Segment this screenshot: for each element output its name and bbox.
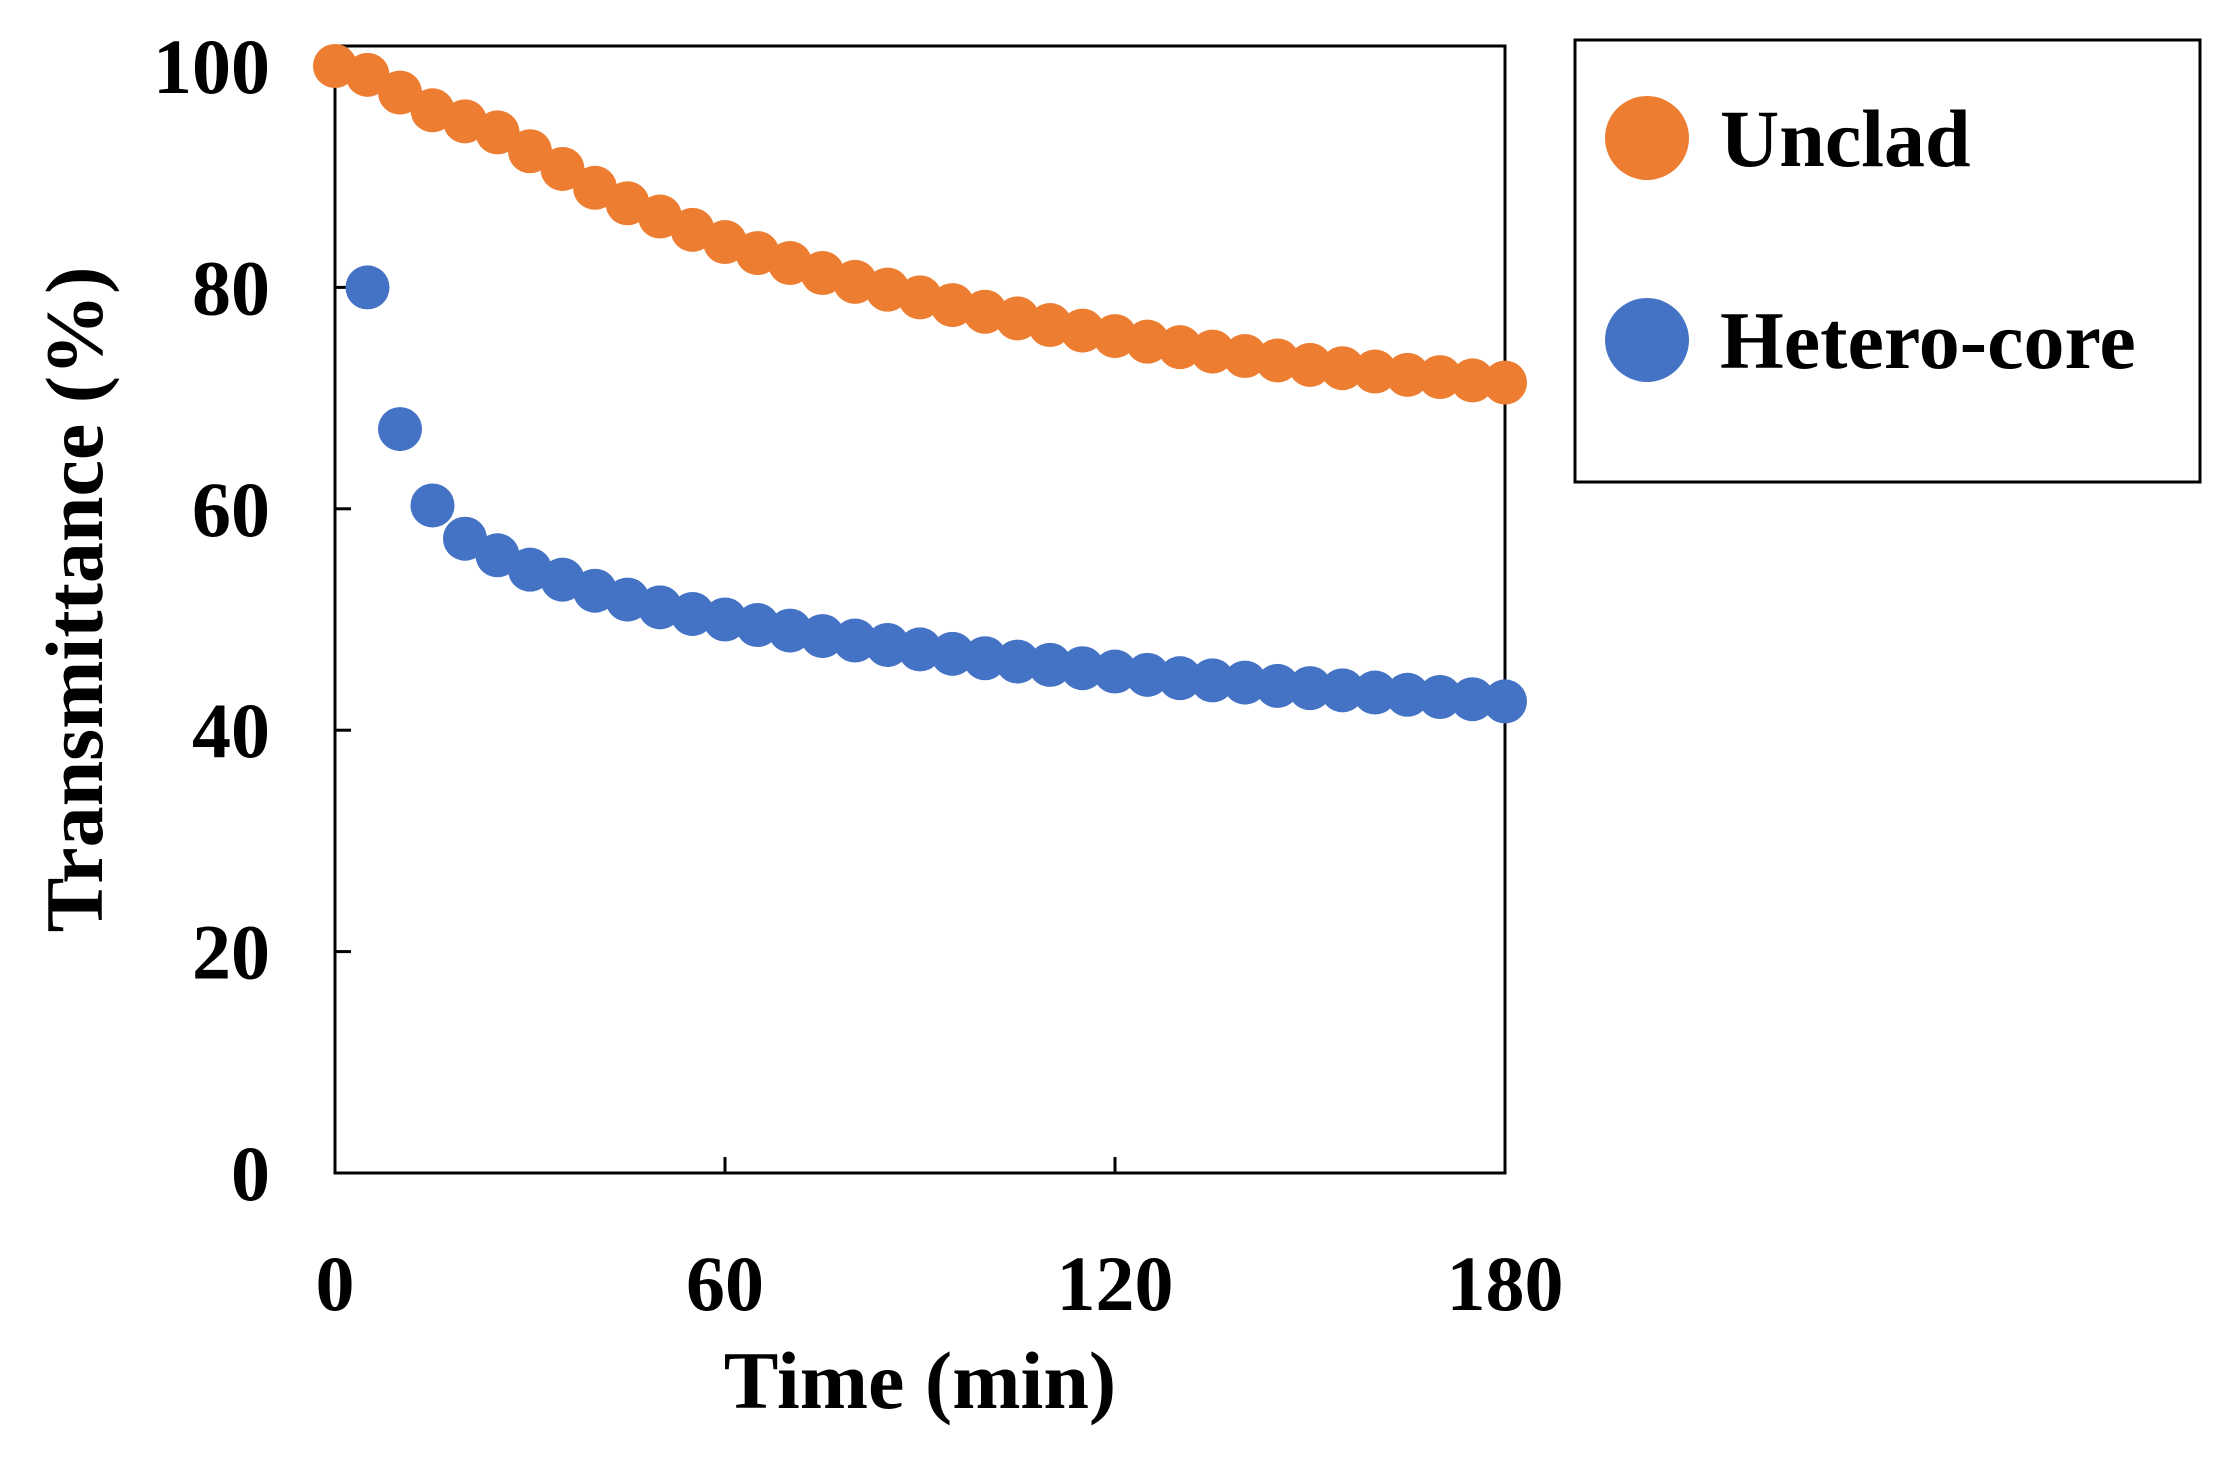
data-point — [1418, 355, 1462, 400]
data-point — [735, 603, 780, 648]
data-point — [670, 591, 715, 636]
data-point — [1125, 652, 1170, 697]
data-point — [833, 618, 877, 663]
data-point — [1353, 349, 1397, 394]
x-tick-label: 120 — [1057, 1240, 1174, 1327]
x-tick-label: 60 — [686, 1240, 764, 1327]
data-point — [1060, 308, 1105, 353]
data-point — [1125, 319, 1170, 364]
data-point — [768, 608, 812, 653]
legend-label: Hetero-core — [1720, 295, 2136, 386]
data-point — [800, 614, 845, 659]
data-point — [1190, 329, 1235, 374]
data-point — [1450, 358, 1495, 403]
data-point — [345, 265, 390, 310]
data-point — [898, 627, 942, 672]
data-point — [1450, 677, 1495, 722]
data-point — [540, 146, 585, 191]
y-axis: 0 20 40 60 80 100 — [153, 23, 351, 1217]
data-point — [1320, 668, 1365, 713]
data-point — [1353, 670, 1397, 715]
legend-marker — [1605, 96, 1689, 180]
y-tick-label: 20 — [192, 909, 270, 996]
data-point — [1255, 663, 1300, 708]
data-point — [1483, 679, 1527, 724]
data-point — [1158, 656, 1202, 701]
data-point — [1093, 649, 1137, 694]
x-axis: 0 60 120 180 — [316, 1157, 1564, 1327]
plot-area-frame — [333, 44, 1507, 1175]
data-point — [1418, 674, 1462, 719]
x-tick-label: 180 — [1447, 1240, 1564, 1327]
data-point — [1190, 658, 1235, 703]
y-tick-label: 100 — [153, 23, 270, 110]
y-tick-label: 40 — [192, 687, 270, 774]
data-point — [1320, 346, 1365, 391]
data-point — [1223, 660, 1267, 705]
data-point — [378, 70, 422, 115]
x-tick-label: 0 — [316, 1240, 355, 1327]
data-point — [475, 110, 520, 155]
data-point — [1093, 314, 1137, 359]
data-point — [1028, 303, 1072, 348]
data-point — [865, 622, 910, 667]
data-point — [1028, 642, 1072, 687]
data-point — [1385, 672, 1430, 717]
data-point — [930, 631, 975, 676]
data-point — [1288, 666, 1332, 711]
y-tick-label: 60 — [192, 466, 270, 553]
series-unclad — [313, 44, 1527, 405]
y-tick-label: 0 — [231, 1130, 270, 1217]
legend: Unclad Hetero-core — [1573, 38, 2202, 484]
data-point — [1288, 342, 1332, 387]
data-point — [1385, 352, 1430, 397]
data-point — [703, 597, 747, 642]
series-hetero-core — [345, 265, 1527, 724]
data-point — [443, 516, 487, 561]
data-point — [1060, 646, 1105, 691]
data-point — [1483, 360, 1527, 405]
x-axis-title: Time (min) — [724, 1335, 1117, 1426]
series-layer — [313, 44, 1527, 724]
data-point — [508, 129, 552, 174]
data-point — [345, 52, 390, 97]
data-point — [1158, 325, 1202, 370]
data-point — [378, 407, 422, 452]
y-tick-label: 80 — [192, 244, 270, 331]
data-point — [995, 639, 1040, 684]
data-point — [963, 636, 1007, 681]
y-axis-title: Transmittance (%) — [29, 267, 120, 933]
legend-label: Unclad — [1720, 93, 1971, 184]
data-point — [410, 483, 455, 528]
legend-marker — [1605, 298, 1689, 382]
data-point — [1255, 338, 1300, 383]
data-point — [1223, 334, 1267, 379]
